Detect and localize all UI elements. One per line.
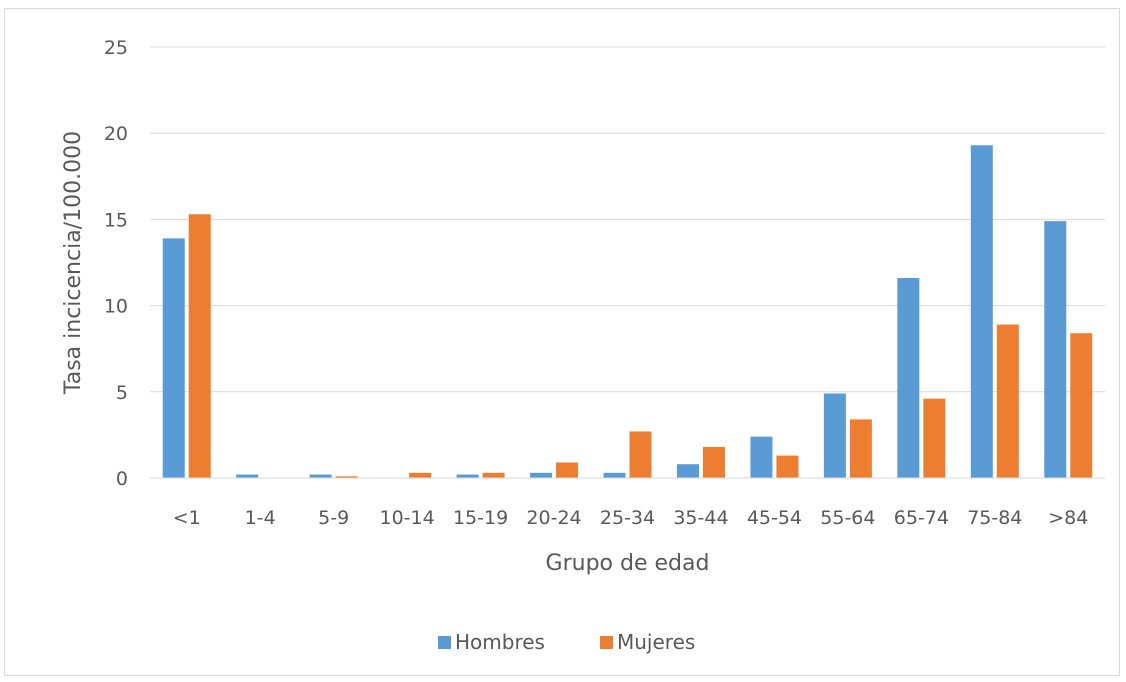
x-tick-label: 45-54: [747, 507, 802, 529]
bar-hombres-10: [897, 278, 920, 478]
y-tick-label: 15: [104, 209, 128, 231]
y-tick-label: 0: [116, 468, 128, 490]
bar-mujeres-10: [923, 398, 946, 478]
bar-mujeres-0: [188, 214, 211, 478]
bar-mujeres-8: [776, 455, 799, 478]
x-axis-title: Grupo de edad: [546, 551, 710, 576]
x-tick-label: 15-19: [453, 507, 508, 529]
legend-swatch-hombres: [438, 636, 451, 649]
x-tick-label: 5-9: [318, 507, 349, 529]
bar-mujeres-7: [702, 446, 725, 478]
bar-mujeres-12: [1070, 333, 1093, 478]
bar-mujeres-5: [556, 462, 579, 478]
gridlines: [150, 46, 1105, 393]
y-axis-title: Tasa incicencia/100.000: [61, 131, 86, 395]
bar-hombres-9: [823, 393, 846, 478]
bar-hombres-8: [750, 436, 773, 478]
legend: Hombres Mujeres: [438, 630, 695, 654]
bars: [162, 145, 1093, 478]
bar-hombres-6: [603, 472, 626, 478]
x-tick-label: 65-74: [894, 507, 949, 529]
bar-mujeres-4: [482, 472, 505, 478]
bar-mujeres-6: [629, 431, 652, 478]
x-tick-label: 25-34: [600, 507, 655, 529]
x-tick-label: 20-24: [526, 507, 581, 529]
bar-mujeres-11: [996, 324, 1019, 478]
bar-hombres-7: [676, 464, 699, 478]
y-axis-ticks: 0 5 10 15 20 25: [104, 37, 128, 490]
bar-hombres-0: [162, 238, 185, 478]
bar-mujeres-2: [335, 476, 358, 478]
x-tick-label: 55-64: [820, 507, 875, 529]
x-tick-label: 1-4: [245, 507, 276, 529]
y-tick-label: 10: [104, 296, 128, 318]
bar-hombres-12: [1044, 221, 1067, 478]
y-tick-label: 5: [116, 382, 128, 404]
bar-mujeres-3: [409, 472, 432, 478]
legend-label-hombres: Hombres: [455, 630, 545, 654]
x-tick-label: 35-44: [673, 507, 728, 529]
y-tick-label: 25: [104, 37, 128, 59]
y-tick-label: 20: [104, 123, 128, 145]
legend-label-mujeres: Mujeres: [617, 630, 695, 654]
bar-hombres-5: [530, 472, 553, 478]
x-tick-label: 75-84: [967, 507, 1022, 529]
x-tick-label: 10-14: [380, 507, 435, 529]
x-tick-label: <1: [173, 507, 201, 529]
bar-hombres-11: [970, 145, 993, 478]
bar-hombres-2: [309, 474, 332, 478]
x-axis-ticks: <1 1-4 5-9 10-14 15-19 20-24 25-34 35-44 45-54 55…: [173, 507, 1089, 529]
x-tick-label: >84: [1048, 507, 1088, 529]
bar-hombres-4: [456, 474, 479, 478]
bar-mujeres-9: [849, 419, 872, 478]
legend-swatch-mujeres: [600, 636, 613, 649]
bar-hombres-1: [236, 474, 259, 478]
